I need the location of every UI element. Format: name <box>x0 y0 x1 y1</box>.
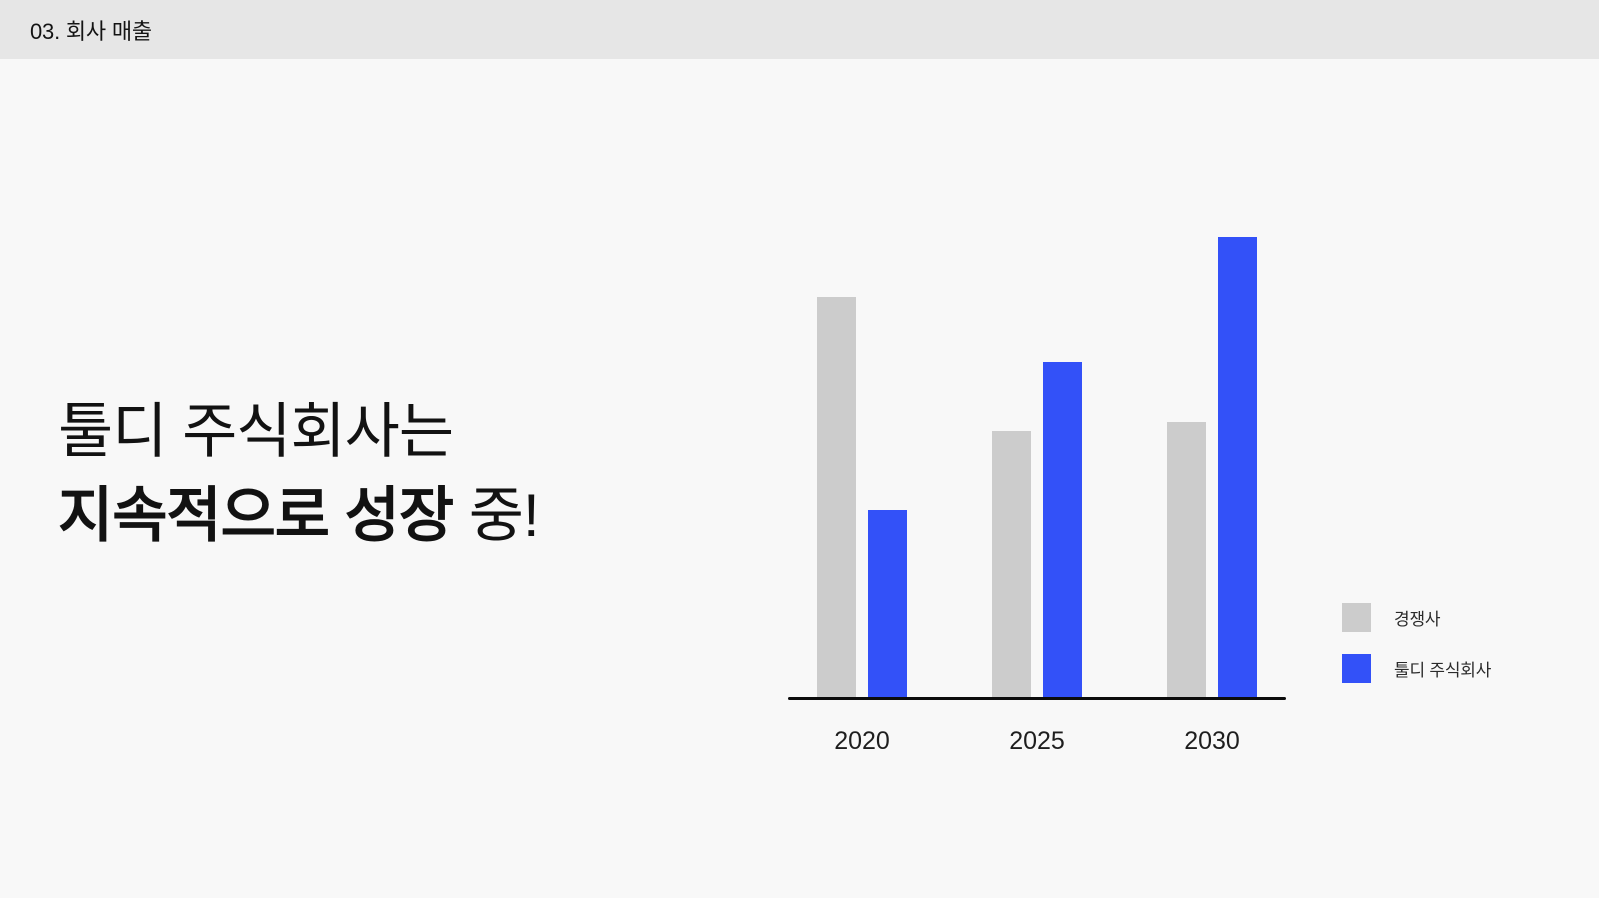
bar-company-2020 <box>868 510 907 700</box>
x-axis-label-2030: 2030 <box>1184 727 1240 755</box>
legend-item-competitor: 경쟁사 <box>1342 603 1491 632</box>
legend-item-company: 툴디 주식회사 <box>1342 654 1491 683</box>
headline-line2-regular: 중! <box>453 482 540 549</box>
x-axis-label-2020: 2020 <box>834 727 890 755</box>
bar-chart: 2020 2025 2030 <box>788 229 1286 755</box>
bar-company-2025 <box>1043 362 1082 700</box>
slide-headline: 툴디 주식회사는 지속적으로 성장 중! <box>58 390 540 558</box>
slide-header: 03. 회사 매출 <box>0 0 1599 59</box>
legend-label-competitor: 경쟁사 <box>1394 610 1441 629</box>
bar-company-2030 <box>1218 237 1257 700</box>
headline-line2-bold: 지속적으로 성장 <box>58 482 454 549</box>
bar-competitor-2030 <box>1167 422 1206 700</box>
slide-header-title: 03. 회사 매출 <box>30 18 152 44</box>
legend-swatch-competitor <box>1342 603 1371 632</box>
headline-line1: 툴디 주식회사는 <box>58 398 454 465</box>
headline-line2: 지속적으로 성장 중! <box>58 474 540 558</box>
x-axis-line <box>788 697 1286 700</box>
bar-competitor-2025 <box>992 431 1031 700</box>
bar-competitor-2020 <box>817 297 856 700</box>
legend-label-company: 툴디 주식회사 <box>1394 661 1492 680</box>
legend-swatch-company <box>1342 654 1371 683</box>
x-axis-label-2025: 2025 <box>1009 727 1065 755</box>
